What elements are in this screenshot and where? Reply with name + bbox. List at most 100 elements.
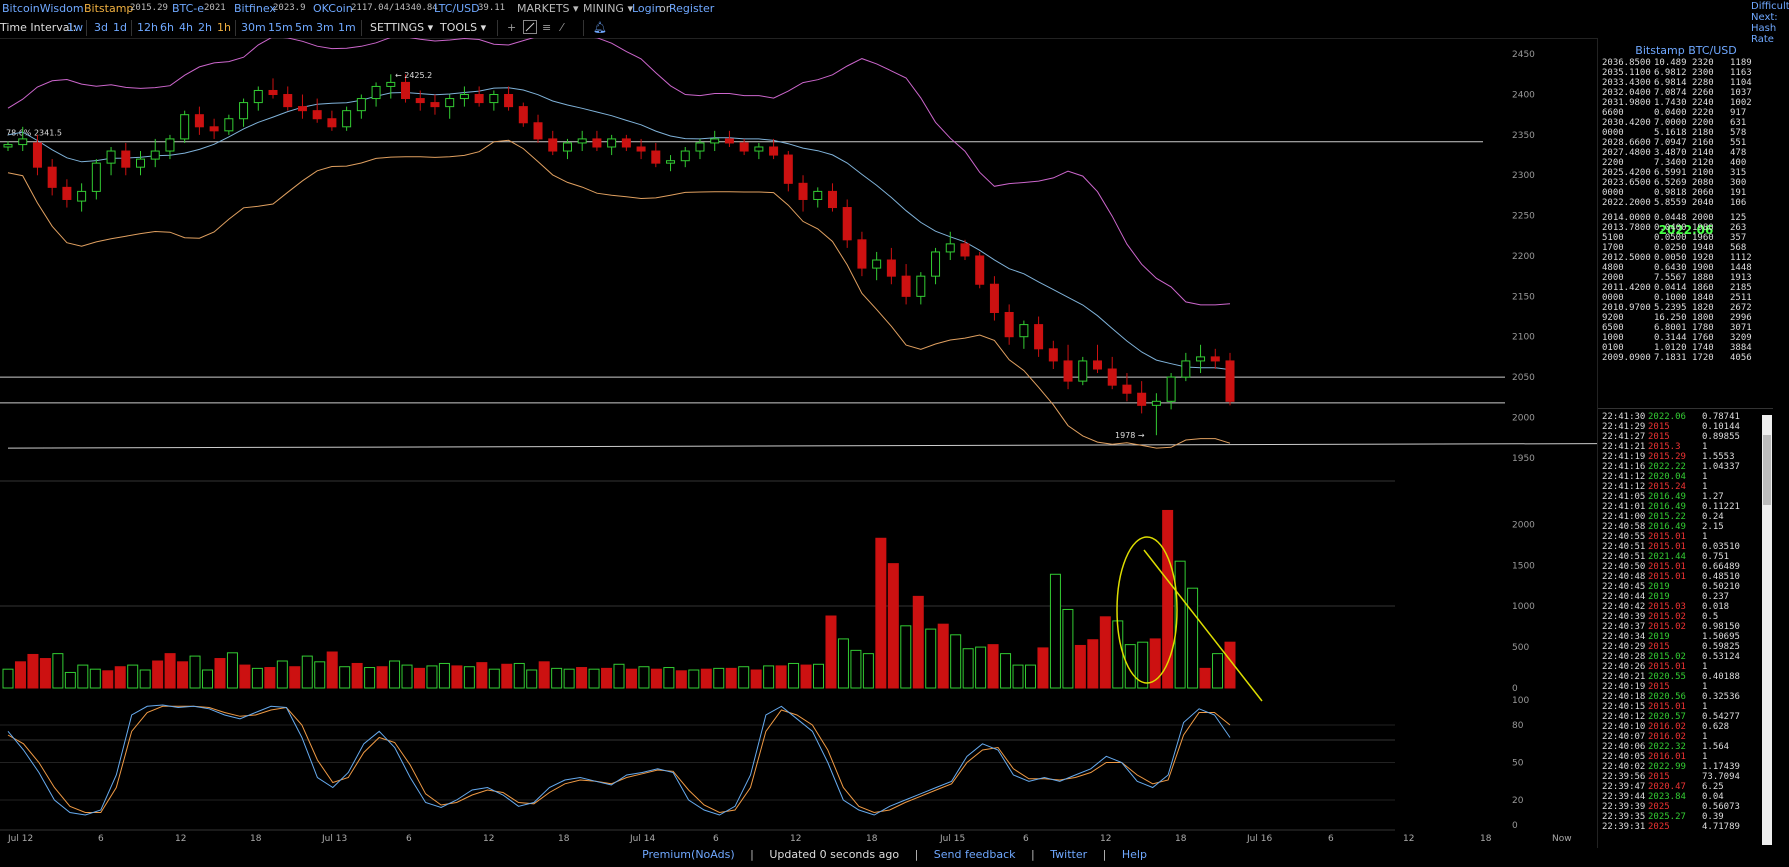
cell: 4800 xyxy=(1602,263,1624,273)
twitter-link[interactable]: Twitter xyxy=(1050,848,1088,861)
feedback-link[interactable]: Send feedback xyxy=(933,848,1016,861)
cell: 7.0874 xyxy=(1654,88,1687,98)
scrollbar-thumb[interactable] xyxy=(1763,435,1771,505)
interval-12h[interactable]: 12h xyxy=(137,21,158,34)
candle xyxy=(386,81,396,87)
volume-bar xyxy=(1074,644,1086,689)
interval-1m[interactable]: 1m xyxy=(338,21,356,34)
cell: 568 xyxy=(1730,243,1747,253)
brand-logo[interactable]: BitcoinWisdom xyxy=(2,2,84,15)
volume-bar xyxy=(763,665,775,689)
interval-4h[interactable]: 4h xyxy=(179,21,193,34)
cell: 2028.6600 xyxy=(1602,138,1651,148)
cell: 2027.4800 xyxy=(1602,148,1651,158)
register-link[interactable]: Register xyxy=(669,2,715,15)
interval-1w[interactable]: 1w xyxy=(67,21,83,34)
chart-canvas[interactable]: 2450240023502300225022002150210020502000… xyxy=(0,34,1711,848)
cell: 631 xyxy=(1730,118,1747,128)
volume-bar xyxy=(900,625,912,689)
interval-5m[interactable]: 5m xyxy=(295,21,313,34)
trade-row: 22:39:31 2025 4.71789 xyxy=(1598,822,1770,832)
trade-row: 22:40:28 2015.02 0.53124 xyxy=(1598,652,1770,662)
settings-menu[interactable]: SETTINGS ▾ xyxy=(370,21,433,34)
premium-link[interactable]: Premium(NoAds) xyxy=(642,848,735,861)
bid-row: 0100 1.0120 1740 3884 xyxy=(1598,343,1774,353)
exchange-btce[interactable]: BTC-e xyxy=(172,2,205,15)
orderbook-panel: Bitstamp BTC/USD 2036.8500 10.489 2320 1189… xyxy=(1597,38,1774,848)
interval-3m[interactable]: 3m xyxy=(316,21,334,34)
candle xyxy=(297,106,307,112)
trade-history[interactable]: 22:41:30 2022.06 0.78741 22:41:29 2015 0.1014… xyxy=(1598,408,1774,849)
trade-price: 2022.22 xyxy=(1648,462,1686,472)
bell-icon[interactable]: 🔔︎ xyxy=(593,21,607,34)
cell: 9200 xyxy=(1602,313,1624,323)
time-tick: 6 xyxy=(1328,834,1334,844)
help-link[interactable]: Help xyxy=(1121,848,1147,861)
difficulty-label[interactable]: Difficulty xyxy=(1751,1,1789,12)
cell: 0.6430 xyxy=(1654,263,1687,273)
interval-2h[interactable]: 2h xyxy=(198,21,212,34)
volume-bar xyxy=(912,595,924,689)
time-tick: 6 xyxy=(1023,834,1029,844)
volume-bar xyxy=(588,668,600,689)
trade-time: 22:40:29 xyxy=(1602,642,1646,652)
exchange-okcoin[interactable]: OKCoin xyxy=(313,2,353,15)
candle xyxy=(371,85,381,100)
interval-3d[interactable]: 3d xyxy=(94,21,108,34)
trade-row: 22:40:42 2015.03 0.018 xyxy=(1598,602,1770,612)
trade-amount: 0.018 xyxy=(1702,602,1730,612)
cell: 1940 xyxy=(1692,243,1714,253)
cell: 2120 xyxy=(1692,158,1714,168)
mining-menu[interactable]: MINING ▾ xyxy=(583,2,633,15)
interval-30m[interactable]: 30m xyxy=(241,21,266,34)
trade-amount: 1.564 xyxy=(1702,742,1730,752)
trade-price: 2015.22 xyxy=(1648,512,1686,522)
exchange-bitfinex[interactable]: Bitfinex xyxy=(234,2,276,15)
candle xyxy=(327,118,337,128)
horizontal-lines-icon[interactable]: ≡ xyxy=(542,21,552,34)
candle xyxy=(518,106,528,124)
login-link[interactable]: Login xyxy=(632,2,662,15)
candle xyxy=(194,114,204,128)
interval-1h-active[interactable]: 1h xyxy=(217,21,231,34)
time-interval-label: Time Interval: xyxy=(0,21,77,34)
bid-row: 1000 0.3144 1760 3209 xyxy=(1598,333,1774,343)
cell: 5100 xyxy=(1602,233,1624,243)
trade-time: 22:41:12 xyxy=(1602,472,1646,482)
fib-tool-icon[interactable]: ⁄ xyxy=(561,21,563,34)
trade-amount: 1 xyxy=(1702,472,1708,482)
candle xyxy=(695,142,705,152)
ask-row: 2023.6500 6.5269 2080 300 xyxy=(1598,178,1774,188)
exchange-bitstamp[interactable]: Bitstamp xyxy=(84,2,134,15)
scrollbar[interactable] xyxy=(1762,415,1772,845)
markets-menu[interactable]: MARKETS ▾ xyxy=(517,2,579,15)
cell: 0.9818 xyxy=(1654,188,1687,198)
cell: 1780 xyxy=(1692,323,1714,333)
cell: 6600 xyxy=(1602,108,1624,118)
trendline-tool-icon[interactable] xyxy=(523,20,537,34)
cell: 6.8001 xyxy=(1654,323,1687,333)
interval-15m[interactable]: 15m xyxy=(268,21,293,34)
trade-row: 22:40:19 2015 1 xyxy=(1598,682,1770,692)
candle xyxy=(1107,368,1117,386)
trade-row: 22:41:16 2022.22 1.04337 xyxy=(1598,462,1770,472)
trade-price: 2016.49 xyxy=(1648,522,1686,532)
price-chart[interactable]: 2450 2400 2350 2300 2250 2200 2150 2100 2050 2000… xyxy=(0,34,1711,848)
trade-time: 22:41:05 xyxy=(1602,492,1646,502)
volume-bar xyxy=(1087,639,1099,689)
pair-ltcusd[interactable]: LTC/USD xyxy=(434,2,480,15)
chevron-down-icon: ▾ xyxy=(480,21,487,34)
volume-bar xyxy=(301,655,313,689)
interval-6h[interactable]: 6h xyxy=(160,21,174,34)
cell: 2012.5000 xyxy=(1602,253,1651,263)
crosshair-icon[interactable]: + xyxy=(507,21,517,34)
interval-1d[interactable]: 1d xyxy=(113,21,127,34)
volume-bar xyxy=(987,644,999,689)
trade-time: 22:39:44 xyxy=(1602,792,1646,802)
price-tick: 2400 xyxy=(1512,91,1535,101)
bid-row: 5100 0.0500 1960 357 xyxy=(1598,233,1774,243)
tools-menu[interactable]: TOOLS ▾ xyxy=(440,21,486,34)
trade-amount: 1.17439 xyxy=(1702,762,1740,772)
trade-price: 2020.56 xyxy=(1648,692,1686,702)
volume-bar xyxy=(276,660,288,689)
